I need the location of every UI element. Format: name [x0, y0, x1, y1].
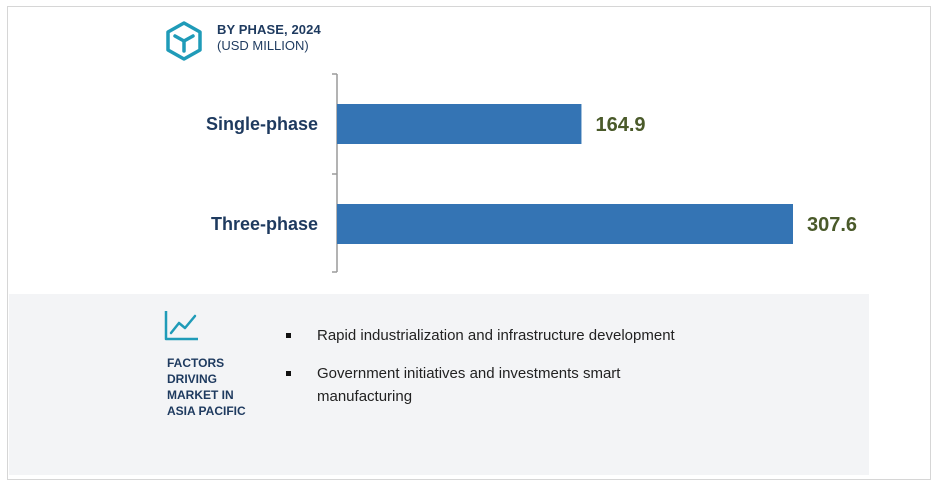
data-label: 164.9	[595, 114, 645, 136]
bar	[337, 104, 582, 144]
factors-heading-line: MARKET IN	[167, 388, 234, 402]
bar	[337, 204, 793, 244]
factor-item: Rapid industrialization and infrastructu…	[282, 324, 702, 347]
factor-text: Rapid industrialization and infrastructu…	[317, 327, 675, 344]
chart-subtitle: (USD MILLION)	[217, 38, 309, 53]
data-label: 307.6	[807, 214, 857, 236]
factors-panel	[9, 294, 869, 475]
bullet-icon	[286, 371, 291, 376]
factor-text: Government initiatives and investments s…	[317, 365, 621, 405]
bullet-icon	[286, 333, 291, 338]
category-label: Single-phase	[206, 114, 318, 134]
factors-heading-line: FACTORS DRIVING	[167, 356, 225, 386]
cube-icon	[166, 21, 202, 61]
line-chart-icon	[164, 311, 198, 341]
factors-heading: FACTORS DRIVING MARKET IN ASIA PACIFIC	[167, 355, 277, 419]
factors-list: Rapid industrialization and infrastructu…	[282, 324, 702, 423]
bar-chart: Single-phase 164.9 Three-phase 307.6	[206, 73, 857, 273]
chart-title: BY PHASE, 2024	[217, 22, 321, 37]
factors-heading-line: ASIA PACIFIC	[167, 404, 246, 418]
category-label: Three-phase	[211, 214, 318, 234]
factor-item: Government initiatives and investments s…	[282, 362, 702, 408]
